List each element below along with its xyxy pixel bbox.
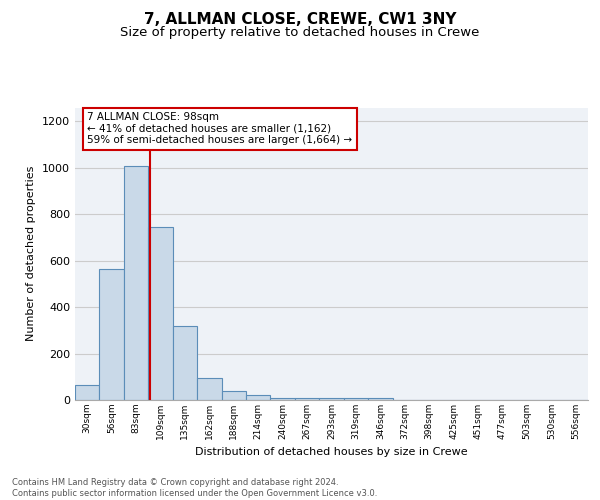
Text: Contains HM Land Registry data © Crown copyright and database right 2024.
Contai: Contains HM Land Registry data © Crown c… [12, 478, 377, 498]
Text: 7 ALLMAN CLOSE: 98sqm
← 41% of detached houses are smaller (1,162)
59% of semi-d: 7 ALLMAN CLOSE: 98sqm ← 41% of detached … [88, 112, 353, 146]
Bar [246, 395, 271, 400]
Text: Size of property relative to detached houses in Crewe: Size of property relative to detached ho… [121, 26, 479, 39]
Bar [344, 398, 368, 400]
Bar [319, 398, 344, 400]
Text: 7, ALLMAN CLOSE, CREWE, CW1 3NY: 7, ALLMAN CLOSE, CREWE, CW1 3NY [144, 12, 456, 28]
Bar [173, 326, 197, 400]
Bar [148, 227, 173, 400]
Bar [100, 269, 124, 400]
X-axis label: Distribution of detached houses by size in Crewe: Distribution of detached houses by size … [195, 448, 468, 458]
Bar [221, 390, 246, 400]
Bar [124, 166, 148, 400]
Bar [197, 378, 221, 400]
Bar [75, 385, 100, 400]
Bar [271, 398, 295, 400]
Bar [295, 398, 319, 400]
Bar [368, 398, 392, 400]
Y-axis label: Number of detached properties: Number of detached properties [26, 166, 37, 342]
